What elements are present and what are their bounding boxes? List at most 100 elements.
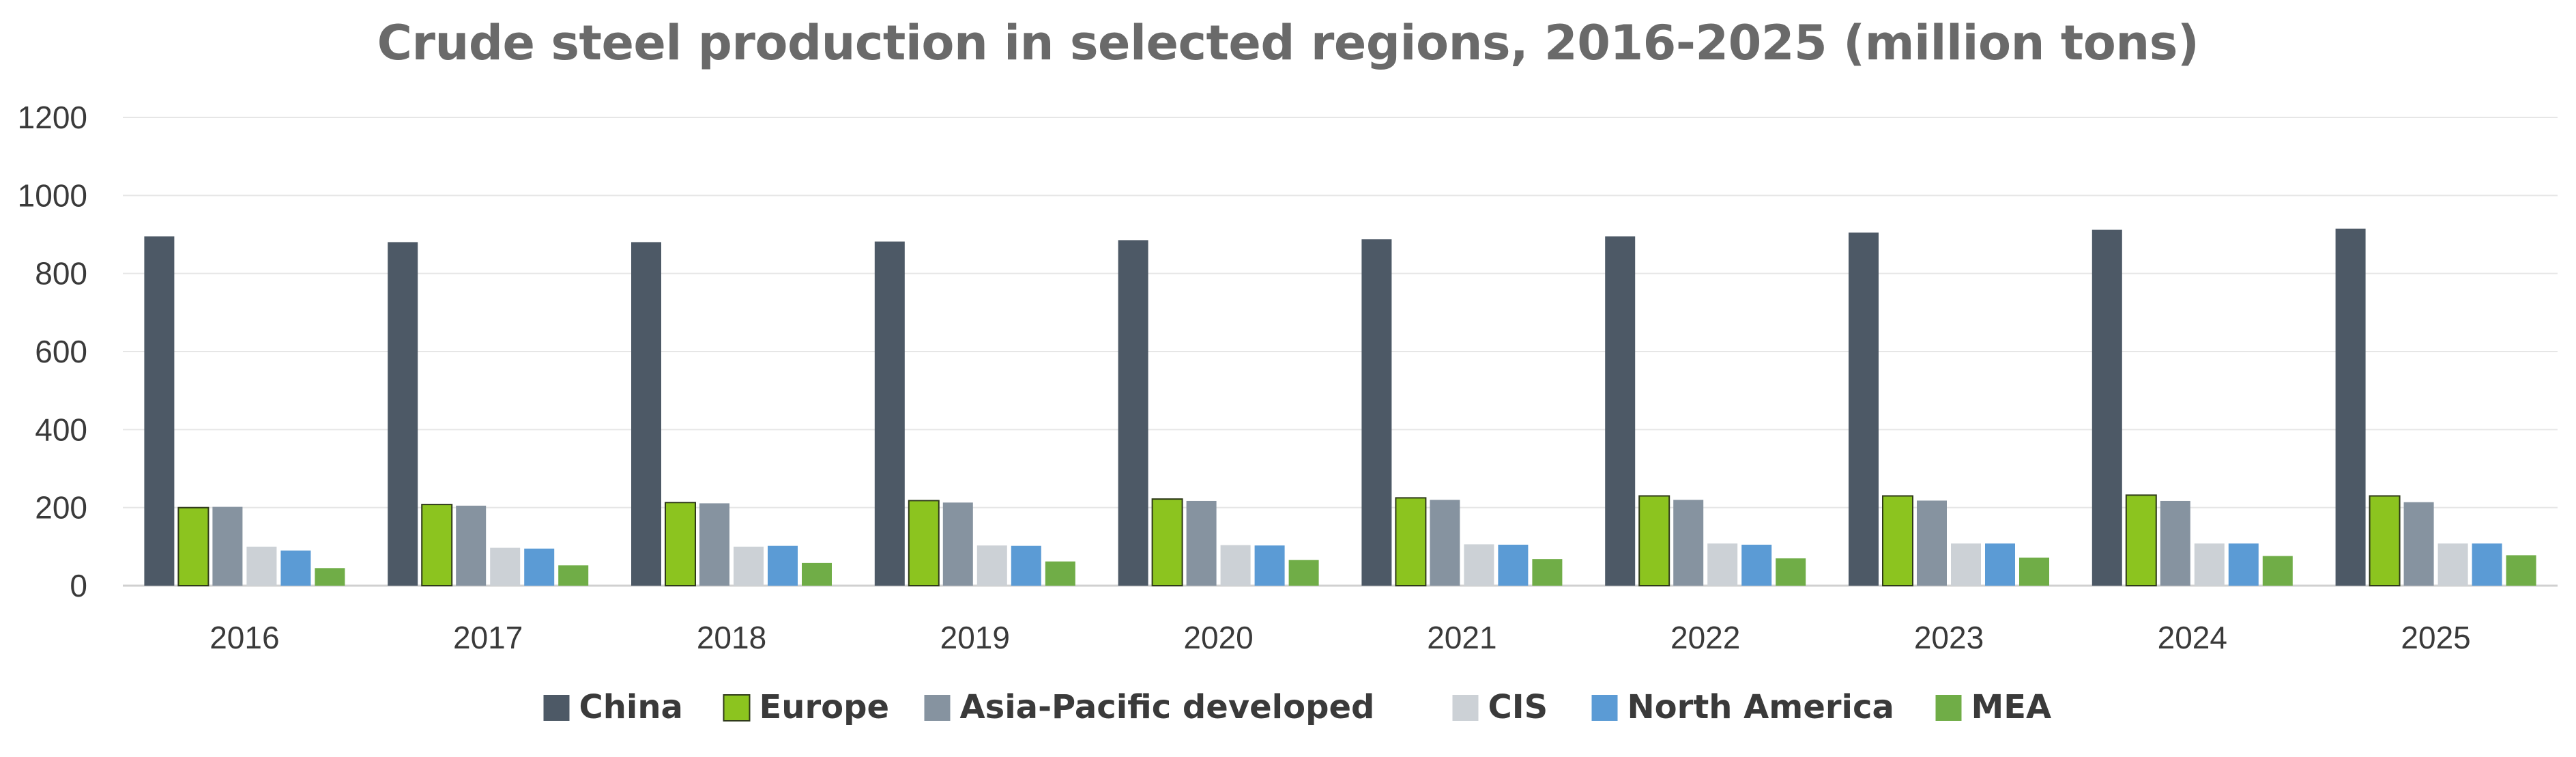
- bar-europe-2023: [1882, 495, 1913, 586]
- bar-mea-2024: [2262, 556, 2293, 586]
- legend-item-asia-pacific-developed: Asia-Pacific developed: [924, 688, 1375, 726]
- x-tick-label: 2023: [1914, 620, 1984, 655]
- bar-asia-pacific-developed-2017: [456, 505, 487, 586]
- bar-group-2018: [631, 242, 832, 586]
- bar-china-2025: [2335, 228, 2366, 586]
- bar-china-2024: [2092, 229, 2122, 586]
- x-tick-label: 2016: [209, 620, 279, 655]
- bar-mea-2022: [1776, 558, 1806, 586]
- bar-mea-2020: [1288, 560, 1319, 586]
- bar-cis-2021: [1464, 544, 1494, 586]
- y-tick-label: 400: [35, 412, 87, 447]
- bar-europe-2017: [421, 504, 453, 586]
- bar-asia-pacific-developed-2025: [2403, 502, 2434, 586]
- legend: China Europe Asia-Pacific developed CIS Nort…: [543, 688, 2052, 726]
- x-tick-label: 2021: [1427, 620, 1496, 655]
- bar-china-2020: [1118, 240, 1148, 586]
- bar-mea-2023: [2019, 557, 2049, 586]
- bar-north-america-2018: [768, 545, 798, 586]
- bar-north-america-2019: [1011, 545, 1041, 586]
- legend-swatch-europe: [723, 694, 751, 722]
- bar-europe-2022: [1638, 495, 1670, 586]
- bar-europe-2020: [1151, 498, 1183, 587]
- bar-asia-pacific-developed-2021: [1430, 500, 1460, 586]
- x-tick-label: 2025: [2401, 620, 2470, 655]
- bar-mea-2021: [1532, 559, 1563, 586]
- bar-north-america-2022: [1741, 544, 1772, 586]
- x-tick-label: 2019: [940, 620, 1010, 655]
- bar-group-2025: [2335, 228, 2536, 586]
- bar-cis-2016: [246, 546, 277, 586]
- bar-group-2021: [1361, 239, 1563, 586]
- bar-cis-2018: [734, 546, 764, 586]
- gridlines: [123, 117, 2558, 587]
- y-tick-label: 600: [35, 334, 87, 369]
- bar-cis-2020: [1220, 545, 1251, 586]
- bar-china-2023: [1849, 232, 1879, 586]
- bar-asia-pacific-developed-2023: [1917, 500, 1947, 586]
- bar-europe-2021: [1395, 497, 1427, 586]
- x-tick-label: 2022: [1670, 620, 1740, 655]
- bar-china-2017: [388, 242, 418, 586]
- bar-asia-pacific-developed-2018: [699, 503, 729, 586]
- legend-swatch-mea: [1935, 695, 1962, 721]
- bar-europe-2016: [177, 506, 209, 587]
- y-axis: 0 200 400 600 800 1000 1200: [18, 100, 87, 603]
- legend-label-north-america: North America: [1627, 688, 1894, 726]
- bar-group-2016: [144, 236, 345, 587]
- legend-label-europe: Europe: [759, 688, 890, 726]
- legend-item-north-america: North America: [1591, 688, 1894, 726]
- bar-china-2018: [631, 242, 661, 586]
- bar-north-america-2017: [524, 548, 555, 586]
- legend-item-mea: MEA: [1935, 688, 2052, 726]
- legend-label-asia-pacific-developed: Asia-Pacific developed: [960, 688, 1375, 726]
- bar-group-2020: [1118, 240, 1319, 587]
- bar-europe-2025: [2369, 495, 2401, 586]
- legend-swatch-north-america: [1591, 695, 1618, 721]
- x-tick-label: 2018: [697, 620, 766, 655]
- bar-asia-pacific-developed-2024: [2160, 500, 2190, 586]
- chart-title: Crude steel production in selected regio…: [377, 15, 2199, 71]
- bar-mea-2018: [802, 562, 832, 586]
- bar-mea-2016: [315, 568, 345, 586]
- x-axis: 2016 2017 2018 2019 2020 2021 2022 2023 2024 2025: [209, 620, 2471, 655]
- bar-mea-2019: [1045, 561, 1075, 586]
- bar-asia-pacific-developed-2022: [1673, 500, 1704, 586]
- bar-mea-2017: [558, 565, 589, 586]
- bar-cis-2022: [1707, 543, 1738, 586]
- bar-north-america-2024: [2228, 543, 2259, 586]
- bar-europe-2024: [2125, 494, 2157, 587]
- bar-cis-2017: [490, 547, 521, 586]
- legend-item-cis: CIS: [1452, 688, 1548, 726]
- bar-europe-2019: [908, 500, 940, 586]
- legend-swatch-china: [543, 695, 570, 721]
- y-tick-label: 0: [70, 568, 87, 603]
- y-tick-label: 1000: [18, 177, 87, 213]
- bar-cis-2025: [2437, 543, 2468, 586]
- bar-group-2024: [2092, 229, 2293, 587]
- bar-group-2019: [874, 241, 1075, 586]
- bar-north-america-2021: [1498, 544, 1529, 586]
- bar-europe-2018: [665, 502, 696, 586]
- legend-label-cis: CIS: [1488, 688, 1548, 726]
- y-tick-label: 800: [35, 256, 87, 291]
- x-tick-label: 2020: [1183, 620, 1253, 655]
- bar-mea-2025: [2506, 555, 2536, 586]
- bar-cis-2023: [1951, 543, 1981, 586]
- bar-group-2017: [388, 242, 589, 586]
- bar-china-2016: [144, 236, 175, 586]
- x-tick-label: 2017: [453, 620, 523, 655]
- legend-item-europe: Europe: [723, 688, 890, 726]
- bar-china-2022: [1605, 236, 1636, 586]
- bar-group-2022: [1605, 236, 1806, 586]
- y-tick-label: 1200: [18, 100, 87, 135]
- legend-swatch-cis: [1452, 695, 1479, 721]
- bar-north-america-2023: [1985, 543, 2015, 586]
- bar-china-2021: [1361, 239, 1392, 586]
- bar-cis-2019: [976, 545, 1007, 586]
- bar-north-america-2016: [280, 550, 311, 586]
- legend-label-mea: MEA: [1971, 688, 2052, 726]
- bar-asia-pacific-developed-2016: [212, 506, 243, 586]
- bar-asia-pacific-developed-2019: [942, 502, 973, 586]
